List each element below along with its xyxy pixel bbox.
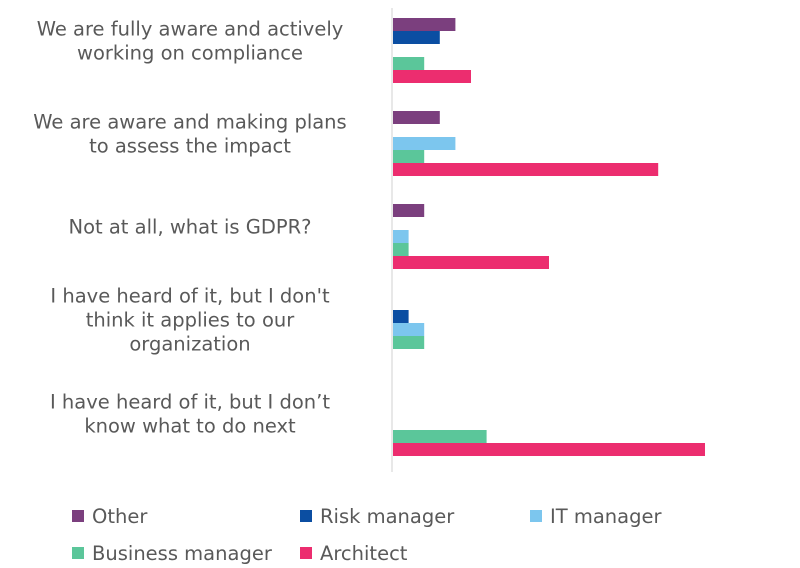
bar-it-manager-cat-3	[393, 230, 409, 243]
bar-it-manager-cat-2	[393, 137, 456, 150]
bars-group	[393, 18, 705, 456]
bar-architect-cat-1	[393, 70, 471, 83]
bar-other-cat-1	[393, 18, 456, 31]
bar-risk-manager-cat-4	[393, 310, 409, 323]
category-label-line: Not at all, what is GDPR?	[69, 216, 312, 239]
bar-business-manager-cat-1	[393, 57, 425, 70]
category-label-1: We are fully aware and actively working o…	[37, 18, 344, 65]
category-label-2: We are aware and making plans to assess t…	[33, 111, 346, 158]
category-label-line: I have heard of it, but I don’t	[50, 391, 330, 414]
category-label-3: Not at all, what is GDPR?	[69, 216, 312, 239]
category-label-line: We are fully aware and actively	[37, 18, 344, 41]
category-label-line: working on compliance	[77, 42, 303, 65]
bar-business-manager-cat-4	[393, 336, 425, 349]
category-label-4: I have heard of it, but I don't think it …	[50, 285, 330, 356]
bar-architect-cat-3	[393, 256, 549, 269]
bar-it-manager-cat-4	[393, 323, 425, 336]
category-label-line: think it applies to our	[86, 309, 295, 332]
category-label-line: I have heard of it, but I don't	[50, 285, 330, 308]
category-label-line: organization	[129, 333, 250, 356]
bar-other-cat-3	[393, 204, 425, 217]
bar-business-manager-cat-3	[393, 243, 409, 256]
bar-business-manager-cat-5	[393, 430, 487, 443]
bar-other-cat-2	[393, 111, 440, 124]
bar-architect-cat-5	[393, 443, 705, 456]
bar-risk-manager-cat-1	[393, 31, 440, 44]
category-label-line: to assess the impact	[89, 135, 291, 158]
category-label-5: I have heard of it, but I don’t know what…	[50, 391, 330, 438]
bar-business-manager-cat-2	[393, 150, 425, 163]
category-labels-group: We are fully aware and actively working o…	[33, 18, 346, 438]
category-label-line: We are aware and making plans	[33, 111, 346, 134]
category-label-line: know what to do next	[84, 415, 296, 438]
bar-architect-cat-2	[393, 163, 659, 176]
